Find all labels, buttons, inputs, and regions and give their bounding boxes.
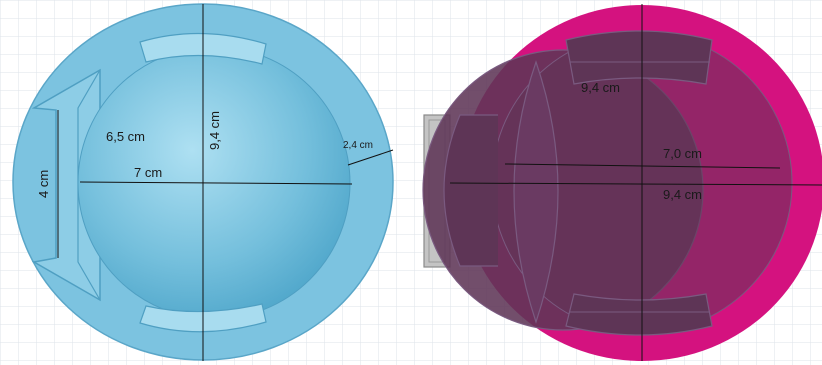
right-eye-model: 9,4 cm 7,0 cm 9,4 cm — [422, 4, 822, 361]
right-inner-dimension-line — [504, 163, 781, 169]
right-top-label: 9,4 cm — [581, 80, 620, 95]
right-top-bracket — [565, 30, 713, 85]
left-front-label: 4 cm — [36, 170, 51, 198]
right-lens — [513, 60, 559, 324]
right-cornea — [443, 114, 498, 267]
left-radius-label: 7 cm — [134, 165, 162, 180]
left-height-label: 9,4 cm — [207, 111, 222, 150]
left-horizontal-dimension-line — [79, 181, 353, 185]
right-inner-label: 7,0 cm — [663, 146, 702, 161]
right-bottom-bracket — [565, 293, 713, 336]
right-outer-label: 9,4 cm — [663, 187, 702, 202]
right-outer-dimension-line — [449, 182, 822, 186]
left-diagonal-label: 6,5 cm — [106, 129, 145, 144]
left-rim-dimension-line — [347, 149, 394, 166]
left-eye-model: 9,4 cm 6,5 cm 7 cm 2,4 cm 4 cm — [12, 3, 394, 361]
left-rim-label: 2,4 cm — [343, 140, 373, 151]
